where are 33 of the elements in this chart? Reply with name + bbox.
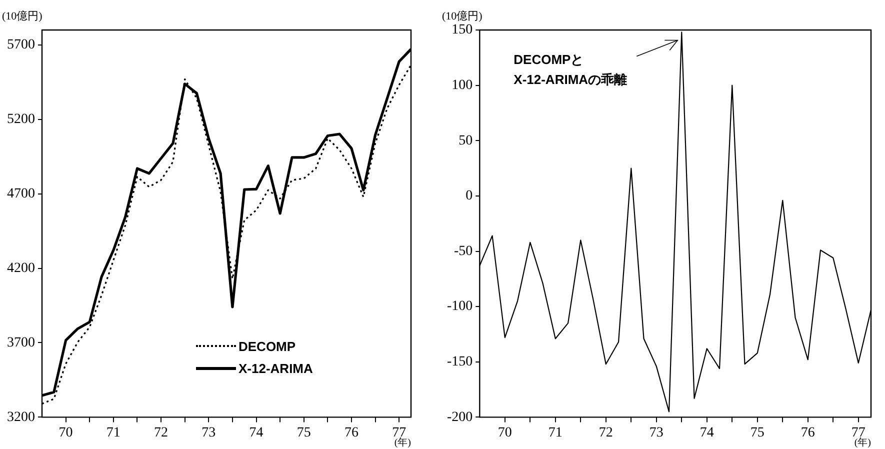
y-tick-label: 4700 [7, 186, 35, 202]
y-tick-label: 3200 [7, 410, 35, 425]
x-tick-label: 74 [249, 425, 264, 440]
y-tick-label: 150 [452, 22, 473, 38]
x-tick-label: 76 [344, 425, 358, 440]
y-tick-label: 5200 [7, 112, 35, 128]
y-tick-label: 50 [458, 133, 473, 148]
y-tick-label: 5700 [7, 38, 35, 53]
y-tick-label: -50 [454, 244, 473, 259]
x-tick-label: 76 [800, 425, 815, 440]
legend-label: X-12-ARIMA [238, 360, 313, 376]
x-tick-label: 72 [154, 425, 168, 440]
x-tick-label: 75 [296, 425, 311, 440]
y-tick-label: -150 [446, 354, 473, 370]
x-tick-label: 70 [498, 425, 512, 440]
x-tick-label: 75 [750, 425, 764, 440]
y-axis-title: (10億円) [2, 9, 43, 22]
x-tick-label: 70 [58, 425, 73, 440]
x-tick-label: 71 [106, 425, 120, 440]
x-tick-label: 72 [598, 425, 613, 440]
x-tick-label: 74 [700, 425, 714, 440]
y-tick-label: 4200 [7, 260, 35, 276]
y-tick-label: -200 [446, 410, 473, 425]
y-tick-label: -100 [446, 299, 473, 314]
y-tick-label: 100 [452, 78, 473, 93]
legend-label: DECOMP [238, 338, 296, 354]
y-axis-title: (10億円) [442, 9, 483, 22]
x-tick-label: 73 [649, 425, 664, 440]
annotation: DECOMPと X-12-ARIMAの乖離 [514, 52, 628, 87]
x-tick-label: 73 [202, 425, 216, 440]
y-tick-label: 0 [466, 188, 473, 204]
y-tick-label: 3700 [7, 335, 35, 350]
x-tick-label: 71 [548, 425, 562, 440]
